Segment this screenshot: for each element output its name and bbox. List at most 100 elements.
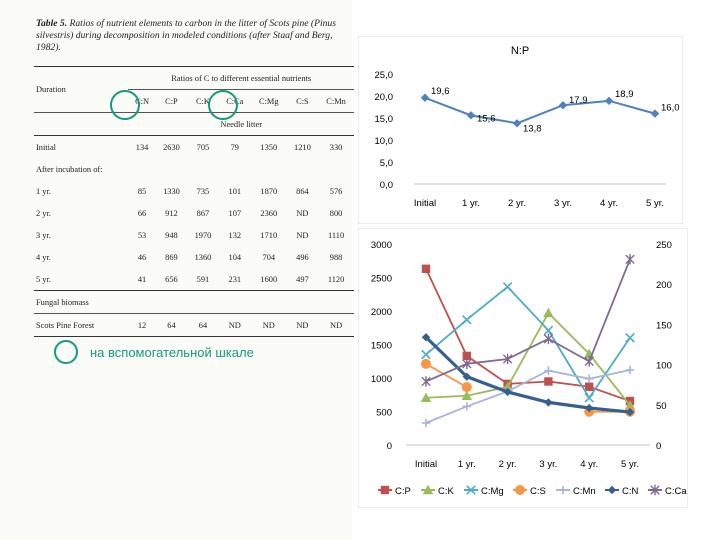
table-cell: 1360 — [194, 252, 212, 262]
series-cmg-point — [421, 349, 431, 360]
chart2-xtick-label: 3 yr. — [539, 459, 557, 470]
series-cca-line — [425, 258, 631, 383]
series-cn-point — [625, 407, 635, 417]
series-ck-line — [425, 311, 631, 406]
legend-cn-label: C:N — [622, 486, 639, 497]
chart2-left-tick-label: 1000 — [371, 374, 392, 385]
table-cell: 1710 — [260, 230, 278, 240]
series-ck-point — [502, 381, 513, 392]
chart2-xtick-label: 1 yr. — [458, 459, 476, 470]
column-header: C:P — [155, 89, 188, 113]
series-cca-point — [502, 353, 513, 365]
series-ck-point — [420, 392, 432, 402]
chart2-right-tick-label: 50 — [656, 401, 667, 412]
legend-cmg-label: C:Mg — [481, 486, 504, 497]
chart1-xtick-label: 3 yr. — [554, 198, 572, 209]
highlight-cn-circle — [110, 90, 140, 120]
chart1-data-label: 15,6 — [477, 113, 496, 124]
table-cell: 231 — [228, 274, 242, 284]
chart2-frame — [358, 228, 688, 508]
chart1-xtick-label: 2 yr. — [508, 198, 526, 209]
series-cs-line — [425, 363, 468, 388]
chart2-xtick-label: 5 yr. — [621, 459, 639, 470]
table-cell: 107 — [228, 208, 242, 218]
series-cmg-point — [462, 314, 472, 325]
chart2-left-tick-label: 1500 — [371, 341, 392, 352]
series-cp-point — [421, 264, 431, 273]
series-cmn-point — [462, 402, 471, 411]
series-ck-point — [461, 390, 472, 400]
table-cell: 735 — [196, 186, 210, 196]
table-cell: 79 — [218, 135, 251, 158]
chart1-ytick-label: 20,0 — [375, 92, 394, 103]
table-cell: 1330 — [163, 186, 180, 196]
chart1-data-label: 19,6 — [431, 86, 450, 97]
chart1-ytick-label: 15,0 — [375, 114, 394, 125]
table-cell: 46 — [137, 252, 147, 262]
row-label: After incubation of: — [36, 164, 103, 174]
legend-cp-label: C:P — [395, 486, 411, 497]
table-cell: 869 — [165, 252, 178, 262]
table-cell: 2360 — [260, 208, 278, 218]
table-cell: 2630 — [155, 135, 188, 158]
table-cell: 800 — [329, 208, 343, 218]
chart1-point — [604, 96, 614, 106]
chart1-xtick-label: 1 yr. — [462, 198, 480, 209]
table-cell: 53 — [137, 230, 147, 240]
table-cell: 1870 — [260, 186, 278, 196]
table-cell: 330 — [318, 135, 354, 158]
series-cmn-line — [425, 369, 631, 424]
chart1-frame — [358, 36, 683, 224]
series-cca-point — [462, 358, 472, 369]
chart1-point — [558, 101, 568, 110]
ratio-table: Duration Ratios of C to different essent… — [34, 66, 354, 337]
series-cmn-point — [585, 374, 594, 384]
series-cmg-point — [543, 325, 554, 336]
row-label: 2 yr. — [36, 208, 51, 218]
caption-text: Ratios of nutrient elements to carbon in… — [36, 18, 336, 53]
chart2-left-tick-label: 500 — [376, 408, 392, 419]
table-cell: 132 — [228, 230, 242, 240]
series-cmn-point — [625, 365, 635, 375]
series-cs-point — [421, 358, 431, 369]
chart1-point — [466, 111, 476, 120]
table-cell: 1120 — [327, 274, 345, 284]
chart2-right-tick-label: 200 — [656, 280, 672, 291]
series-cmn-point — [544, 366, 553, 375]
table-cell: 41 — [137, 274, 147, 284]
chart1-point — [650, 109, 660, 118]
series-cn-point — [421, 333, 431, 342]
table-caption: Table 5. Ratios of nutrient elements to … — [36, 18, 354, 54]
chart1-xtick-label: Initial — [414, 198, 436, 209]
table-cell: 1970 — [194, 230, 212, 240]
row-label: Initial — [34, 135, 129, 158]
table-cell: 1600 — [260, 274, 278, 284]
table-cell: 864 — [296, 186, 309, 196]
chart1-data-label: 18,9 — [615, 89, 634, 100]
table-cell: 66 — [137, 208, 147, 218]
caption-label: Table 5. — [36, 18, 68, 29]
chart2-right-tick-label: 150 — [656, 320, 672, 331]
series-cmn-point — [421, 418, 431, 428]
chart2-right-tick-label: 250 — [656, 240, 672, 251]
np-line-chart: N:P 0,0 5,0 10,0 15,0 20,0 25,0 Initial 1 yr. 2 y… — [358, 36, 683, 224]
series-cp-point — [544, 377, 553, 386]
chart2-xtick-label: Initial — [415, 459, 437, 470]
series-ck-point — [624, 400, 636, 410]
table-cell: 85 — [137, 186, 147, 196]
table-cell: ND — [296, 230, 309, 240]
chart2-right-tick-label: 100 — [656, 361, 672, 372]
series-cs-point — [461, 382, 472, 393]
series-cn-point — [503, 387, 512, 397]
legend-cmn-marker — [558, 485, 568, 495]
chart1-xtick-label: 5 yr. — [646, 198, 664, 209]
table-cell: 1210 — [286, 135, 319, 158]
section-needle-label: Needle litter — [128, 112, 354, 136]
chart1-point — [512, 119, 522, 128]
series-cca-point — [584, 356, 594, 367]
legend-cca-marker — [650, 484, 660, 496]
table-cell: 912 — [165, 208, 178, 218]
highlight-cca-circle — [208, 90, 238, 120]
legend-cca-label: C:Ca — [665, 486, 687, 497]
chart2-xtick-label: 2 yr. — [499, 459, 517, 470]
